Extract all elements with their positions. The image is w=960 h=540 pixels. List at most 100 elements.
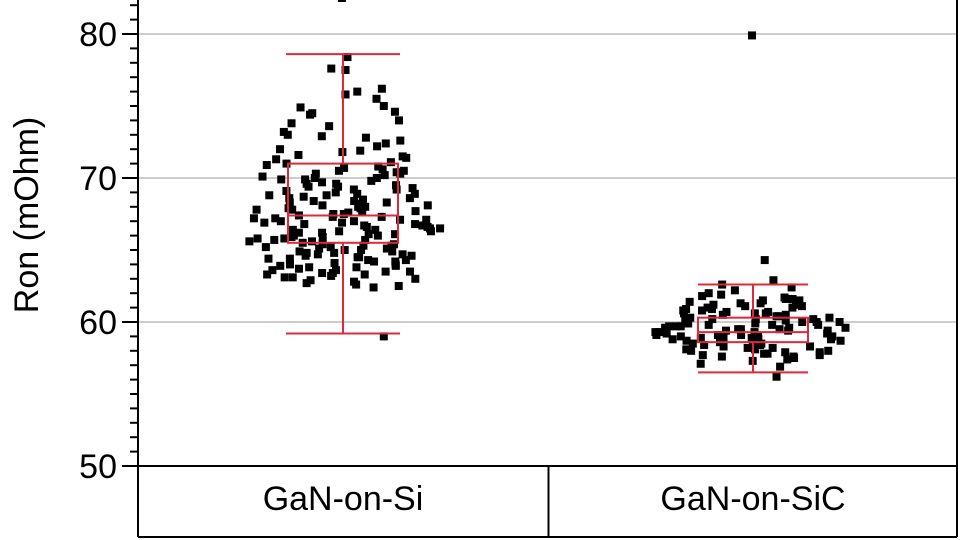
- y-tick-label: 80: [79, 16, 117, 54]
- data-point: [378, 165, 387, 174]
- data-point: [737, 330, 746, 339]
- data-point: [717, 352, 726, 361]
- x-axis: GaN-on-Si GaN-on-SiC: [263, 480, 846, 518]
- data-point: [682, 336, 691, 345]
- data-point: [338, 0, 346, 2]
- data-point: [317, 132, 326, 141]
- data-point: [396, 169, 405, 178]
- data-point: [325, 122, 334, 131]
- data-point: [328, 212, 337, 221]
- data-point: [288, 225, 297, 234]
- data-point: [305, 263, 314, 272]
- data-point: [253, 234, 262, 243]
- data-point: [377, 212, 386, 221]
- data-point: [306, 110, 315, 119]
- data-point: [311, 169, 320, 178]
- data-point: [300, 220, 309, 229]
- data-point: [423, 201, 432, 210]
- data-point: [334, 166, 343, 175]
- data-point: [360, 270, 369, 279]
- data-point: [761, 309, 770, 318]
- data-point: [772, 312, 781, 321]
- data-point: [730, 286, 739, 295]
- data-point: [287, 119, 296, 128]
- data-point: [396, 215, 405, 224]
- iqr-box: [697, 316, 809, 344]
- data-point: [294, 228, 303, 237]
- data-point: [340, 163, 349, 172]
- data-point: [381, 267, 390, 276]
- data-point: [265, 191, 274, 200]
- data-point: [356, 204, 365, 213]
- data-point: [798, 318, 807, 326]
- data-point: [776, 362, 785, 371]
- data-point: [330, 258, 339, 267]
- data-point: [826, 335, 835, 344]
- data-point: [263, 270, 272, 279]
- data-point: [769, 276, 778, 285]
- data-point: [411, 207, 420, 216]
- data-point: [396, 136, 405, 145]
- data-point: [668, 335, 677, 344]
- data-point: [381, 139, 390, 148]
- data-point: [285, 254, 294, 263]
- data-point: [751, 345, 760, 354]
- data-point: [772, 372, 781, 381]
- data-point: [703, 303, 712, 312]
- data-point: [436, 224, 445, 233]
- data-point: [688, 339, 697, 348]
- data-point: [318, 269, 327, 278]
- data-point: [394, 282, 403, 290]
- data-point: [379, 102, 388, 110]
- data-point: [334, 182, 343, 191]
- box-plot: [286, 53, 400, 335]
- data-point: [751, 319, 760, 328]
- data-point: [270, 235, 279, 244]
- data-point: [390, 107, 399, 116]
- data-point: [260, 218, 269, 227]
- data-point: [681, 319, 690, 328]
- data-point: [313, 250, 322, 259]
- data-point: [784, 326, 793, 335]
- data-point: [825, 313, 834, 322]
- data-point: [352, 263, 361, 272]
- data-point: [294, 264, 303, 273]
- data-point: [651, 328, 660, 337]
- data-point: [288, 205, 297, 214]
- data-point: [272, 155, 281, 164]
- data-point: [288, 273, 297, 282]
- data-point: [382, 198, 391, 207]
- data-point: [280, 273, 289, 282]
- data-point: [318, 201, 327, 210]
- data-point: [307, 237, 316, 246]
- data-point: [282, 159, 291, 168]
- data-point: [788, 294, 797, 303]
- data-point: [335, 227, 344, 236]
- data-point: [371, 225, 380, 234]
- data-point: [252, 205, 261, 214]
- data-point: [756, 299, 765, 308]
- data-point: [812, 318, 821, 326]
- iqr-box: [287, 162, 399, 244]
- data-point: [338, 218, 347, 227]
- data-point: [258, 172, 267, 181]
- data-point: [361, 202, 370, 211]
- data-point: [719, 333, 728, 342]
- data-point: [282, 186, 291, 195]
- data-point: [353, 87, 362, 96]
- data-point: [374, 162, 383, 171]
- data-point: [373, 231, 382, 240]
- data-point: [352, 280, 361, 289]
- data-point: [245, 237, 254, 246]
- data-point: [717, 290, 726, 299]
- data-point: [309, 197, 318, 206]
- data-point: [661, 323, 670, 332]
- data-point: [707, 305, 716, 314]
- data-point: [686, 313, 695, 322]
- data-point: [358, 195, 367, 204]
- data-point: [676, 332, 685, 341]
- data-point: [310, 174, 319, 182]
- data-point: [704, 320, 713, 329]
- data-point: [277, 175, 286, 184]
- data-point: [349, 217, 358, 226]
